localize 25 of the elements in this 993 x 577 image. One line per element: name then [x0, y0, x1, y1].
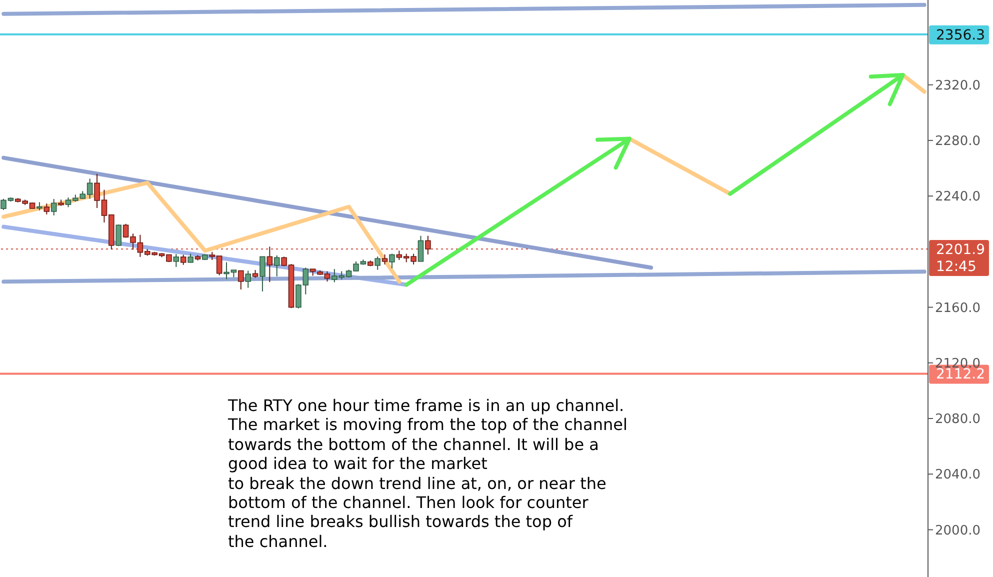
y-tick-label: 2240.0: [935, 190, 980, 205]
candlestick: [389, 253, 395, 269]
candlestick: [116, 224, 122, 247]
candlestick: [374, 256, 380, 270]
candlestick: [245, 270, 251, 288]
annotation: The RTY one hour time frame is in an up channel. The market is moving from the top of the channel towards the bottom of the channel. It will be a good idea to wait for the market to break the down trend line at, on, or near the bottom of the channel. Then look for counter trend line breaks bullish towards the top of the channel.: [228, 396, 628, 552]
candlestick: [44, 203, 50, 215]
candlestick: [188, 253, 194, 264]
candlestick: [418, 235, 424, 262]
candlestick: [260, 256, 266, 292]
candlestick: [382, 254, 388, 265]
candlestick: [173, 254, 180, 268]
candlestick: [50, 198, 57, 216]
ref-line-label: 2201.9 12:45: [936, 242, 985, 276]
candlestick: [274, 254, 280, 277]
line-series: [2, 180, 402, 284]
y-tick-label: 2040.0: [935, 468, 980, 483]
ref-line-label: 2356.3: [936, 27, 985, 44]
y-tick-label: 2320.0: [935, 78, 980, 94]
y-tick-label: 2280.0: [935, 134, 980, 150]
candlestick: [180, 254, 186, 266]
candlestick: [238, 270, 244, 290]
y-tick-label: 2160.0: [935, 300, 980, 316]
y-tick-label: 2080.0: [935, 412, 980, 428]
y-tick-label: 2000.0: [935, 523, 980, 538]
